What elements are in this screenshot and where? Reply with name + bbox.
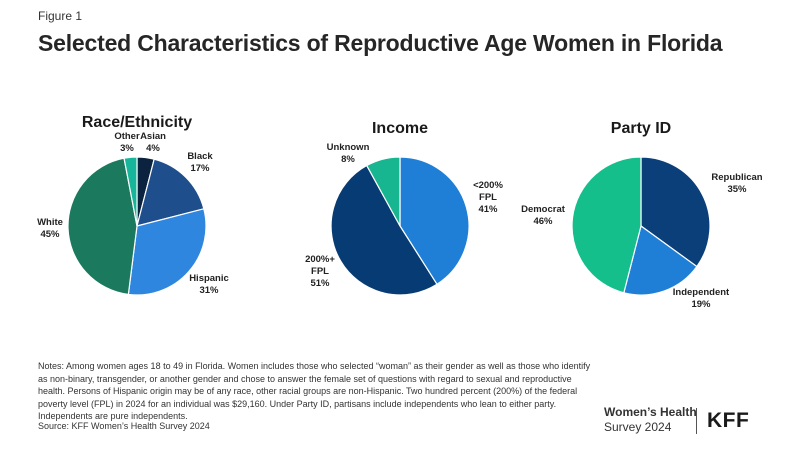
- notes-text: Notes: Among women ages 18 to 49 in Flor…: [38, 361, 591, 421]
- pie-slice-200-fpl: [330, 164, 438, 296]
- kff-logo: KFF: [707, 409, 750, 432]
- pie-slice-hispanic: [127, 208, 207, 296]
- pie-slice-white: [67, 157, 138, 296]
- slice-label-other: Other 3%: [114, 131, 140, 154]
- pie-slice-republican: [640, 156, 711, 268]
- chart-title-party-id: Party ID: [611, 120, 671, 137]
- slice-label-democrat: Democrat 46%: [521, 204, 566, 227]
- pie-slice-unknown: [365, 156, 401, 227]
- pie-slice-democrat: [571, 156, 642, 294]
- slice-label-black: Black 17%: [187, 151, 213, 174]
- slice-label-200-fpl: <200% FPL 41%: [473, 180, 503, 215]
- survey-year: Survey 2024: [604, 420, 672, 434]
- slice-label-white: White 45%: [37, 217, 63, 240]
- survey-name: Women’s Health: [604, 405, 697, 419]
- slice-label-200-fpl: 200%+ FPL 51%: [305, 254, 335, 289]
- page-title: Selected Characteristics of Reproductive…: [38, 30, 723, 56]
- slice-label-republican: Republican 35%: [711, 172, 762, 195]
- figure-label: Figure 1: [38, 9, 83, 23]
- chart-title-income: Income: [372, 120, 428, 137]
- chart-title-race-ethnicity: Race/Ethnicity: [82, 114, 192, 131]
- slice-label-hispanic: Hispanic 31%: [189, 273, 229, 296]
- slice-label-independent: Independent 19%: [673, 287, 730, 310]
- pie-slice-independent: [623, 224, 698, 296]
- slice-label-unknown: Unknown 8%: [327, 142, 370, 165]
- logo-divider: [696, 408, 697, 434]
- pie-slice-black: [136, 158, 205, 227]
- pie-slice-other: [123, 156, 138, 227]
- source-text: Source: KFF Women’s Health Survey 2024: [38, 421, 210, 431]
- slice-label-asian: Asian 4%: [140, 131, 166, 154]
